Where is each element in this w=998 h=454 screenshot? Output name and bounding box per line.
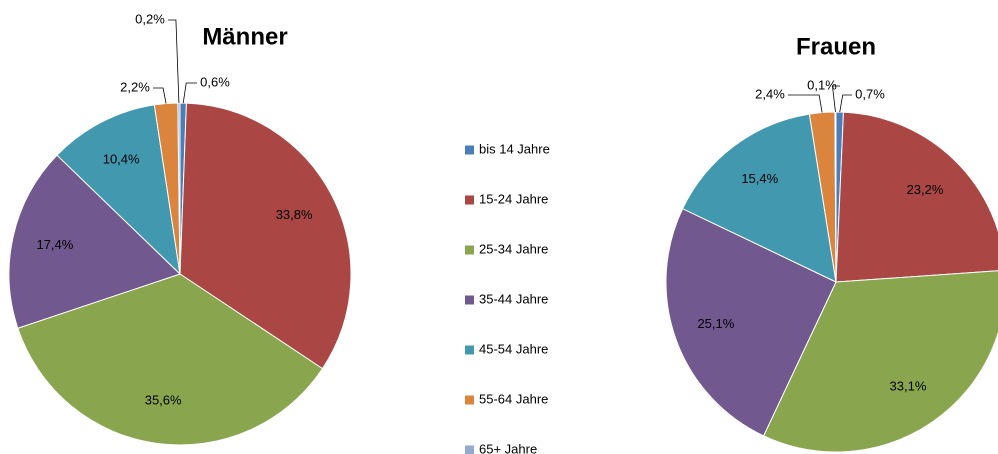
chart-title: Frauen	[796, 33, 876, 60]
pie-slice	[762, 270, 998, 453]
data-label: 0,1%	[807, 77, 837, 92]
pie-slice	[681, 113, 837, 283]
legend-swatch	[465, 345, 474, 355]
legend-swatch	[465, 295, 474, 305]
data-label: 35,6%	[145, 393, 182, 408]
data-label: 33,8%	[276, 207, 313, 222]
pie-slice	[56, 104, 181, 276]
legend-label: 65+ Jahre	[479, 441, 537, 454]
data-label: 0,2%	[135, 11, 165, 26]
pie-slice	[17, 273, 324, 446]
pie-slice	[8, 154, 181, 329]
legend-swatch	[465, 245, 474, 255]
data-label: 2,4%	[755, 86, 785, 101]
legend-swatch	[465, 445, 474, 454]
legend-swatch	[465, 145, 474, 155]
pie-slice	[665, 207, 837, 437]
data-label: 0,7%	[855, 86, 885, 101]
data-label: 23,2%	[907, 182, 944, 197]
legend-label: 55-64 Jahre	[479, 391, 548, 406]
leader-line	[839, 94, 852, 113]
leader-line	[182, 82, 197, 104]
data-label: 33,1%	[890, 379, 927, 394]
data-label: 10,4%	[103, 151, 140, 166]
legend-swatch	[465, 195, 474, 205]
legend-label: 45-54 Jahre	[479, 341, 548, 356]
data-label: 15,4%	[741, 171, 778, 186]
leader-line	[788, 94, 823, 113]
data-label: 17,4%	[36, 237, 73, 252]
data-label: 2,2%	[120, 79, 150, 94]
leader-line	[168, 19, 180, 104]
data-label: 25,1%	[697, 316, 734, 331]
data-label: 0,6%	[200, 74, 230, 89]
leader-line	[153, 87, 167, 104]
chart-title: Männer	[202, 23, 287, 50]
legend-label: 15-24 Jahre	[479, 191, 548, 206]
leader-line	[832, 85, 840, 113]
pie-slice	[835, 111, 998, 283]
legend-swatch	[465, 395, 474, 405]
legend-label: 35-44 Jahre	[479, 291, 548, 306]
legend-label: 25-34 Jahre	[479, 241, 548, 256]
legend-label: bis 14 Jahre	[479, 141, 550, 156]
